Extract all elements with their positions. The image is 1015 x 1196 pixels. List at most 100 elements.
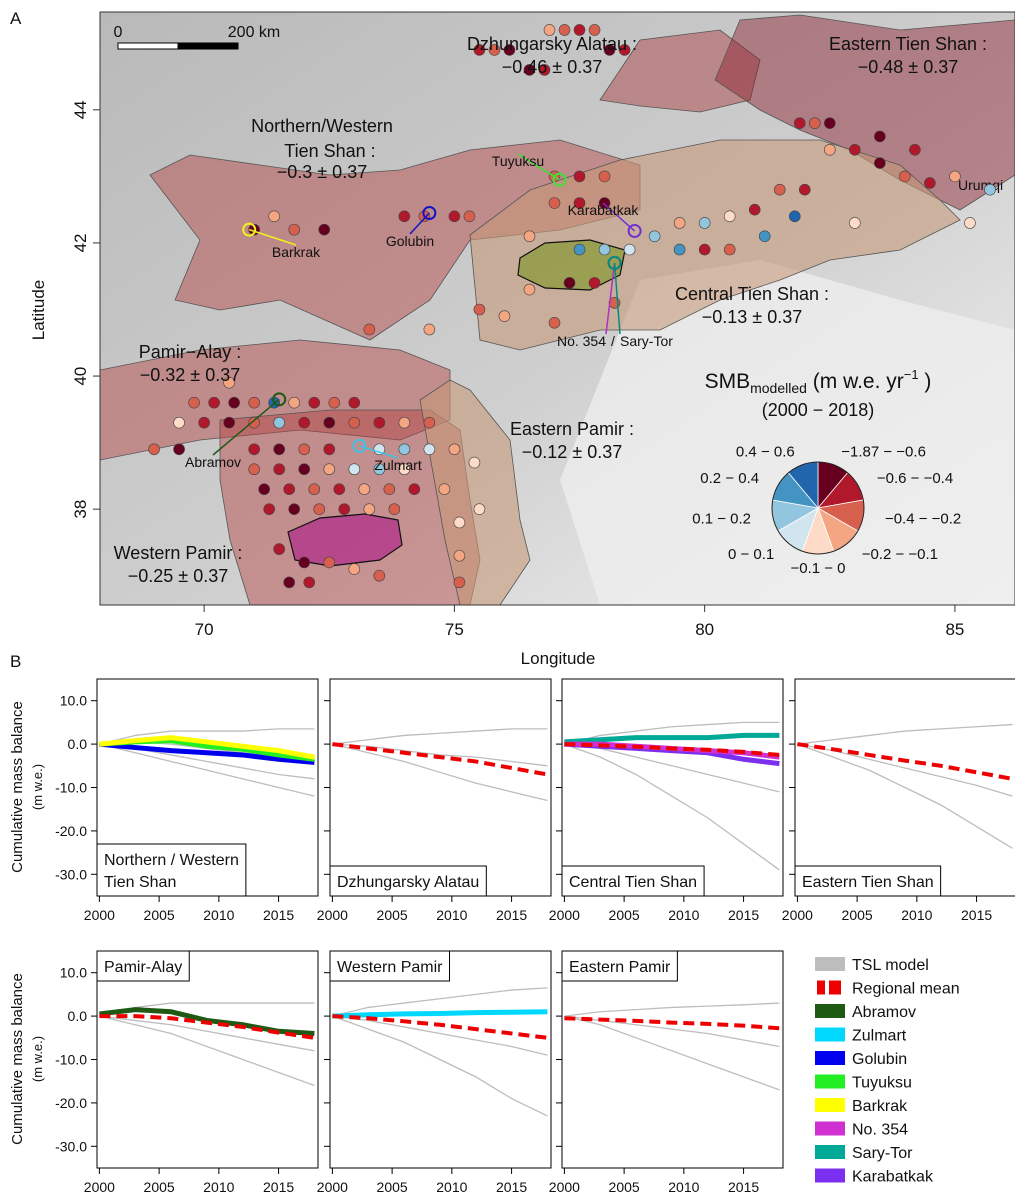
glacier-point xyxy=(473,44,486,56)
line-panel xyxy=(564,721,780,871)
legend-period: (2000 − 2018) xyxy=(762,400,875,420)
glacier-point xyxy=(909,143,921,156)
legend-title-part: ) xyxy=(919,370,932,393)
glacier-point xyxy=(223,416,235,429)
glacier-point xyxy=(588,24,601,36)
x-tick-label: 2015 xyxy=(728,907,759,923)
regional-mean-line xyxy=(332,742,548,777)
line-panel xyxy=(797,723,1013,849)
glacier-point xyxy=(538,64,551,76)
regional-mean-line xyxy=(99,1014,315,1040)
x-tick-label: 2000 xyxy=(782,907,813,923)
glacier-point xyxy=(773,183,786,196)
legend-swatch xyxy=(815,1145,845,1159)
tsl-line xyxy=(99,1015,315,1052)
legend-label: Zulmart xyxy=(852,1028,907,1045)
x-tick-label: 2010 xyxy=(436,907,467,923)
glacier-point xyxy=(268,210,280,223)
glacier-point xyxy=(623,243,636,256)
line-panel xyxy=(99,1002,315,1087)
scale-bar-black xyxy=(177,42,239,50)
glacier-marker xyxy=(242,222,257,237)
legend-swatch xyxy=(815,1098,845,1112)
region-smb: −0.3 ± 0.37 xyxy=(277,162,367,182)
regional-mean-line xyxy=(564,1016,780,1031)
glacier-point xyxy=(398,463,411,476)
glacier-point xyxy=(598,197,611,209)
glacier-point xyxy=(473,503,486,515)
x-tick-label: 2000 xyxy=(84,1179,115,1195)
legend-class-label: 0 − 0.1 xyxy=(728,546,774,563)
glacier-point xyxy=(468,456,481,469)
legend-class-label: 0.2 − 0.4 xyxy=(700,470,759,487)
legend-title: SMBmodelled (m w.e. yr−1 ) xyxy=(705,367,932,396)
x-tick-label: 70 xyxy=(195,620,214,639)
x-tick-label: 2005 xyxy=(609,1179,640,1195)
glacier-line xyxy=(99,735,315,760)
glacier-point xyxy=(303,576,316,589)
glacier-point xyxy=(523,230,536,243)
tsl-line xyxy=(332,1015,548,1117)
glacier-point xyxy=(949,170,961,183)
glacier-point xyxy=(338,503,351,515)
region-central-tien-shan xyxy=(469,139,961,351)
glacier-point xyxy=(348,463,361,476)
region-name: Central Tien Shan : xyxy=(675,284,829,304)
glacier-point xyxy=(323,416,336,429)
glacier-point xyxy=(273,443,285,456)
glacier-point xyxy=(448,210,461,223)
glacier-point xyxy=(453,549,466,562)
map-content: Urumqi xyxy=(148,24,1003,589)
legend-class-label: 0.4 − 0.6 xyxy=(736,444,795,461)
panel-title: Western Pamir xyxy=(337,959,443,976)
glacier-point xyxy=(423,323,436,336)
glacier-point xyxy=(288,396,301,409)
tsl-line xyxy=(797,743,1013,849)
tsl-line xyxy=(332,1015,548,1056)
leader-line xyxy=(517,153,560,181)
x-tick-label: 2000 xyxy=(549,1179,580,1195)
glacier-label: No. 354 xyxy=(557,333,606,349)
y-tick-label: -10.0 xyxy=(55,780,87,796)
glacier-point xyxy=(288,503,301,515)
legend-class-label: −0.6 − −0.4 xyxy=(877,470,953,487)
glacier-point xyxy=(503,44,516,56)
glacier-line xyxy=(564,732,780,745)
glacier-label: Barkrak xyxy=(272,244,321,260)
y-tick-label: 42 xyxy=(71,233,90,252)
glacier-point xyxy=(618,44,631,56)
basin xyxy=(560,260,1015,605)
glacier-point xyxy=(448,443,461,456)
glacier-point xyxy=(849,217,861,229)
glacier-point xyxy=(273,543,285,555)
glacier-point xyxy=(573,170,586,183)
lake-basin xyxy=(517,239,626,291)
glacier-marker xyxy=(607,255,622,270)
glacier-point xyxy=(723,210,736,223)
legend-class-label: −0.4 − −0.2 xyxy=(885,510,961,527)
leader-line xyxy=(602,202,636,232)
legend-label: Karabatkak xyxy=(852,1169,934,1186)
glacier-point xyxy=(984,183,996,196)
glacier-point xyxy=(283,483,296,495)
legend-class-label: −1.87 − −0.6 xyxy=(841,444,926,461)
glacier-point xyxy=(248,396,260,409)
panel-title: Dzhungarsky Alatau xyxy=(337,874,479,891)
glacier-point xyxy=(573,243,586,256)
leader-line xyxy=(409,212,430,235)
x-tick-label: 2010 xyxy=(901,907,932,923)
line-panel xyxy=(332,728,548,802)
glacier-point xyxy=(793,117,806,129)
glacier-point xyxy=(543,24,556,36)
x-tick-label: 2005 xyxy=(144,907,175,923)
glacier-point xyxy=(373,416,386,429)
x-tick-label: 2005 xyxy=(842,907,873,923)
y-axis-label: Cumulative mass balance xyxy=(9,701,26,873)
glacier-point xyxy=(148,443,160,456)
glacier-point xyxy=(363,323,376,336)
glacier-point xyxy=(563,277,576,289)
glacier-point xyxy=(488,44,501,56)
glacier-point xyxy=(673,217,686,229)
x-tick-label: 75 xyxy=(445,620,464,639)
x-tick-label: 2015 xyxy=(728,1179,759,1195)
